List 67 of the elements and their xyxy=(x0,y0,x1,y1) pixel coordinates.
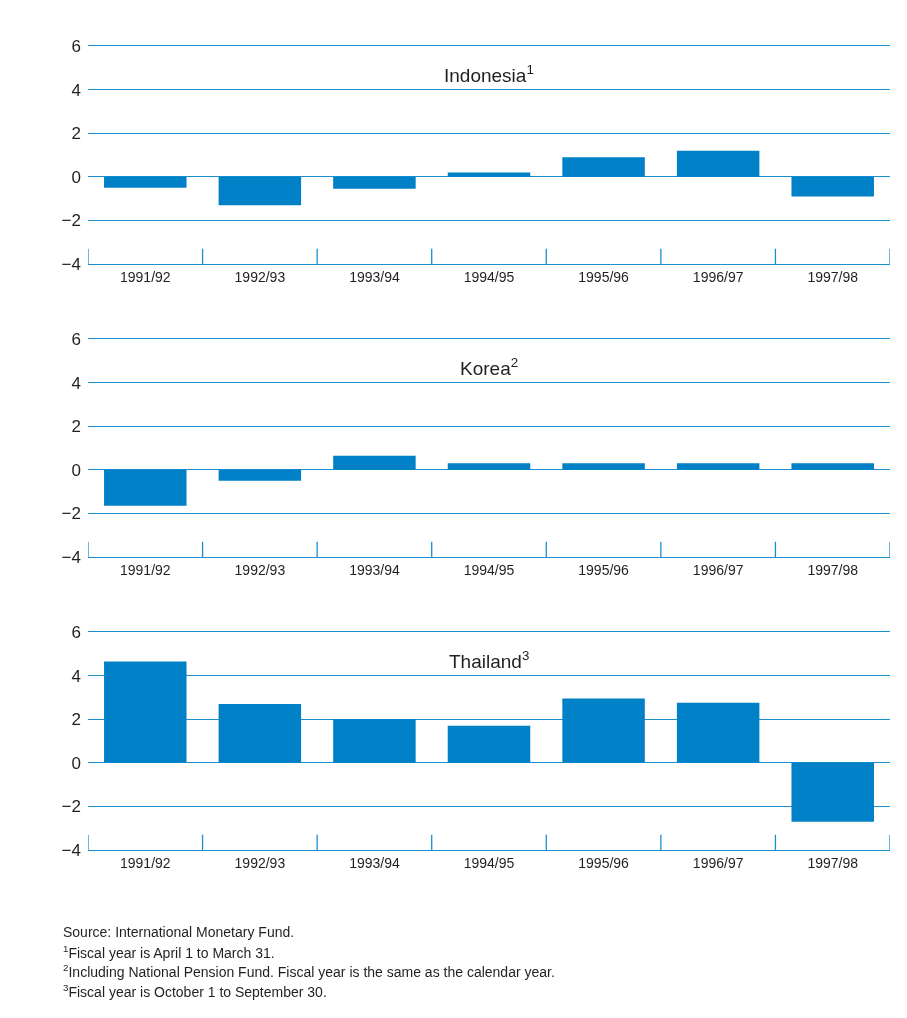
x-tick-label: 1995/96 xyxy=(578,561,630,578)
y-tick-label: −2 xyxy=(61,797,81,817)
y-tick-label: 0 xyxy=(71,167,81,187)
y-tick-label: 2 xyxy=(71,710,81,730)
x-tick-label: 1994/95 xyxy=(463,854,515,871)
bar xyxy=(104,176,187,188)
bar xyxy=(791,463,874,470)
y-tick-label: 2 xyxy=(71,417,81,437)
bar xyxy=(447,172,531,177)
y-tick-label: 0 xyxy=(71,753,81,773)
y-tick-label: −2 xyxy=(61,504,81,524)
bar xyxy=(333,455,416,470)
text: $^{1}$Fiscal year is April 1 to March 31. xyxy=(63,943,275,961)
bar xyxy=(447,463,531,470)
text: Thailand$^{3}$ xyxy=(449,648,530,672)
y-tick-label: 6 xyxy=(71,622,81,642)
text: $^{3}$Fiscal year is October 1 to September 30. xyxy=(63,982,327,1000)
text: Indonesia$^{1}$ xyxy=(444,62,534,86)
y-tick-label: 0 xyxy=(71,460,81,480)
source-note: Source: International Monetary Fund. xyxy=(63,924,295,940)
x-tick-label: 1997/98 xyxy=(807,854,859,871)
x-tick-label: 1995/96 xyxy=(578,854,630,871)
y-tick-label: −4 xyxy=(61,254,81,274)
bar xyxy=(333,176,416,189)
bar xyxy=(562,157,645,177)
x-tick-label: 1992/93 xyxy=(234,561,286,578)
x-tick-label: 1997/98 xyxy=(807,268,859,285)
bar xyxy=(218,176,302,206)
x-tick-label: 1995/96 xyxy=(578,268,630,285)
x-tick-label: 1993/94 xyxy=(349,561,400,578)
bar xyxy=(104,661,187,763)
y-tick-label: 2 xyxy=(71,124,81,144)
y-tick-label: 4 xyxy=(71,80,81,100)
bar xyxy=(333,719,416,763)
x-tick-label: 1994/95 xyxy=(463,268,515,285)
y-tick-label: 4 xyxy=(71,666,81,686)
x-tick-label: 1991/92 xyxy=(119,268,171,285)
bar xyxy=(562,463,645,470)
y-tick-label: −2 xyxy=(61,211,81,231)
bar xyxy=(218,703,302,763)
text: $^{2}$Including National Pension Fund. Fiscal year is the same as the calendar year. xyxy=(63,962,555,980)
bar xyxy=(104,469,187,506)
y-tick-label: 4 xyxy=(71,373,81,393)
x-tick-label: 1994/95 xyxy=(463,561,515,578)
y-tick-label: 6 xyxy=(71,36,81,56)
bar xyxy=(218,469,302,481)
bar xyxy=(676,702,760,763)
x-tick-label: 1996/97 xyxy=(692,854,744,871)
y-tick-label: −4 xyxy=(61,547,81,567)
bar xyxy=(562,698,645,763)
x-tick-label: 1991/92 xyxy=(119,854,171,871)
text: Korea$^{2}$ xyxy=(460,355,519,379)
x-tick-label: 1993/94 xyxy=(349,854,400,871)
x-tick-label: 1991/92 xyxy=(119,561,171,578)
bar xyxy=(447,725,531,763)
bar xyxy=(791,762,874,822)
y-tick-label: −4 xyxy=(61,840,81,860)
x-tick-label: 1992/93 xyxy=(234,268,286,285)
bar xyxy=(791,176,874,197)
x-tick-label: 1993/94 xyxy=(349,268,400,285)
x-tick-label: 1997/98 xyxy=(807,561,859,578)
x-tick-label: 1996/97 xyxy=(692,561,744,578)
x-tick-label: 1992/93 xyxy=(234,854,286,871)
y-tick-label: 6 xyxy=(71,329,81,349)
x-tick-label: 1996/97 xyxy=(692,268,744,285)
bar xyxy=(676,150,760,177)
bar xyxy=(676,463,760,470)
